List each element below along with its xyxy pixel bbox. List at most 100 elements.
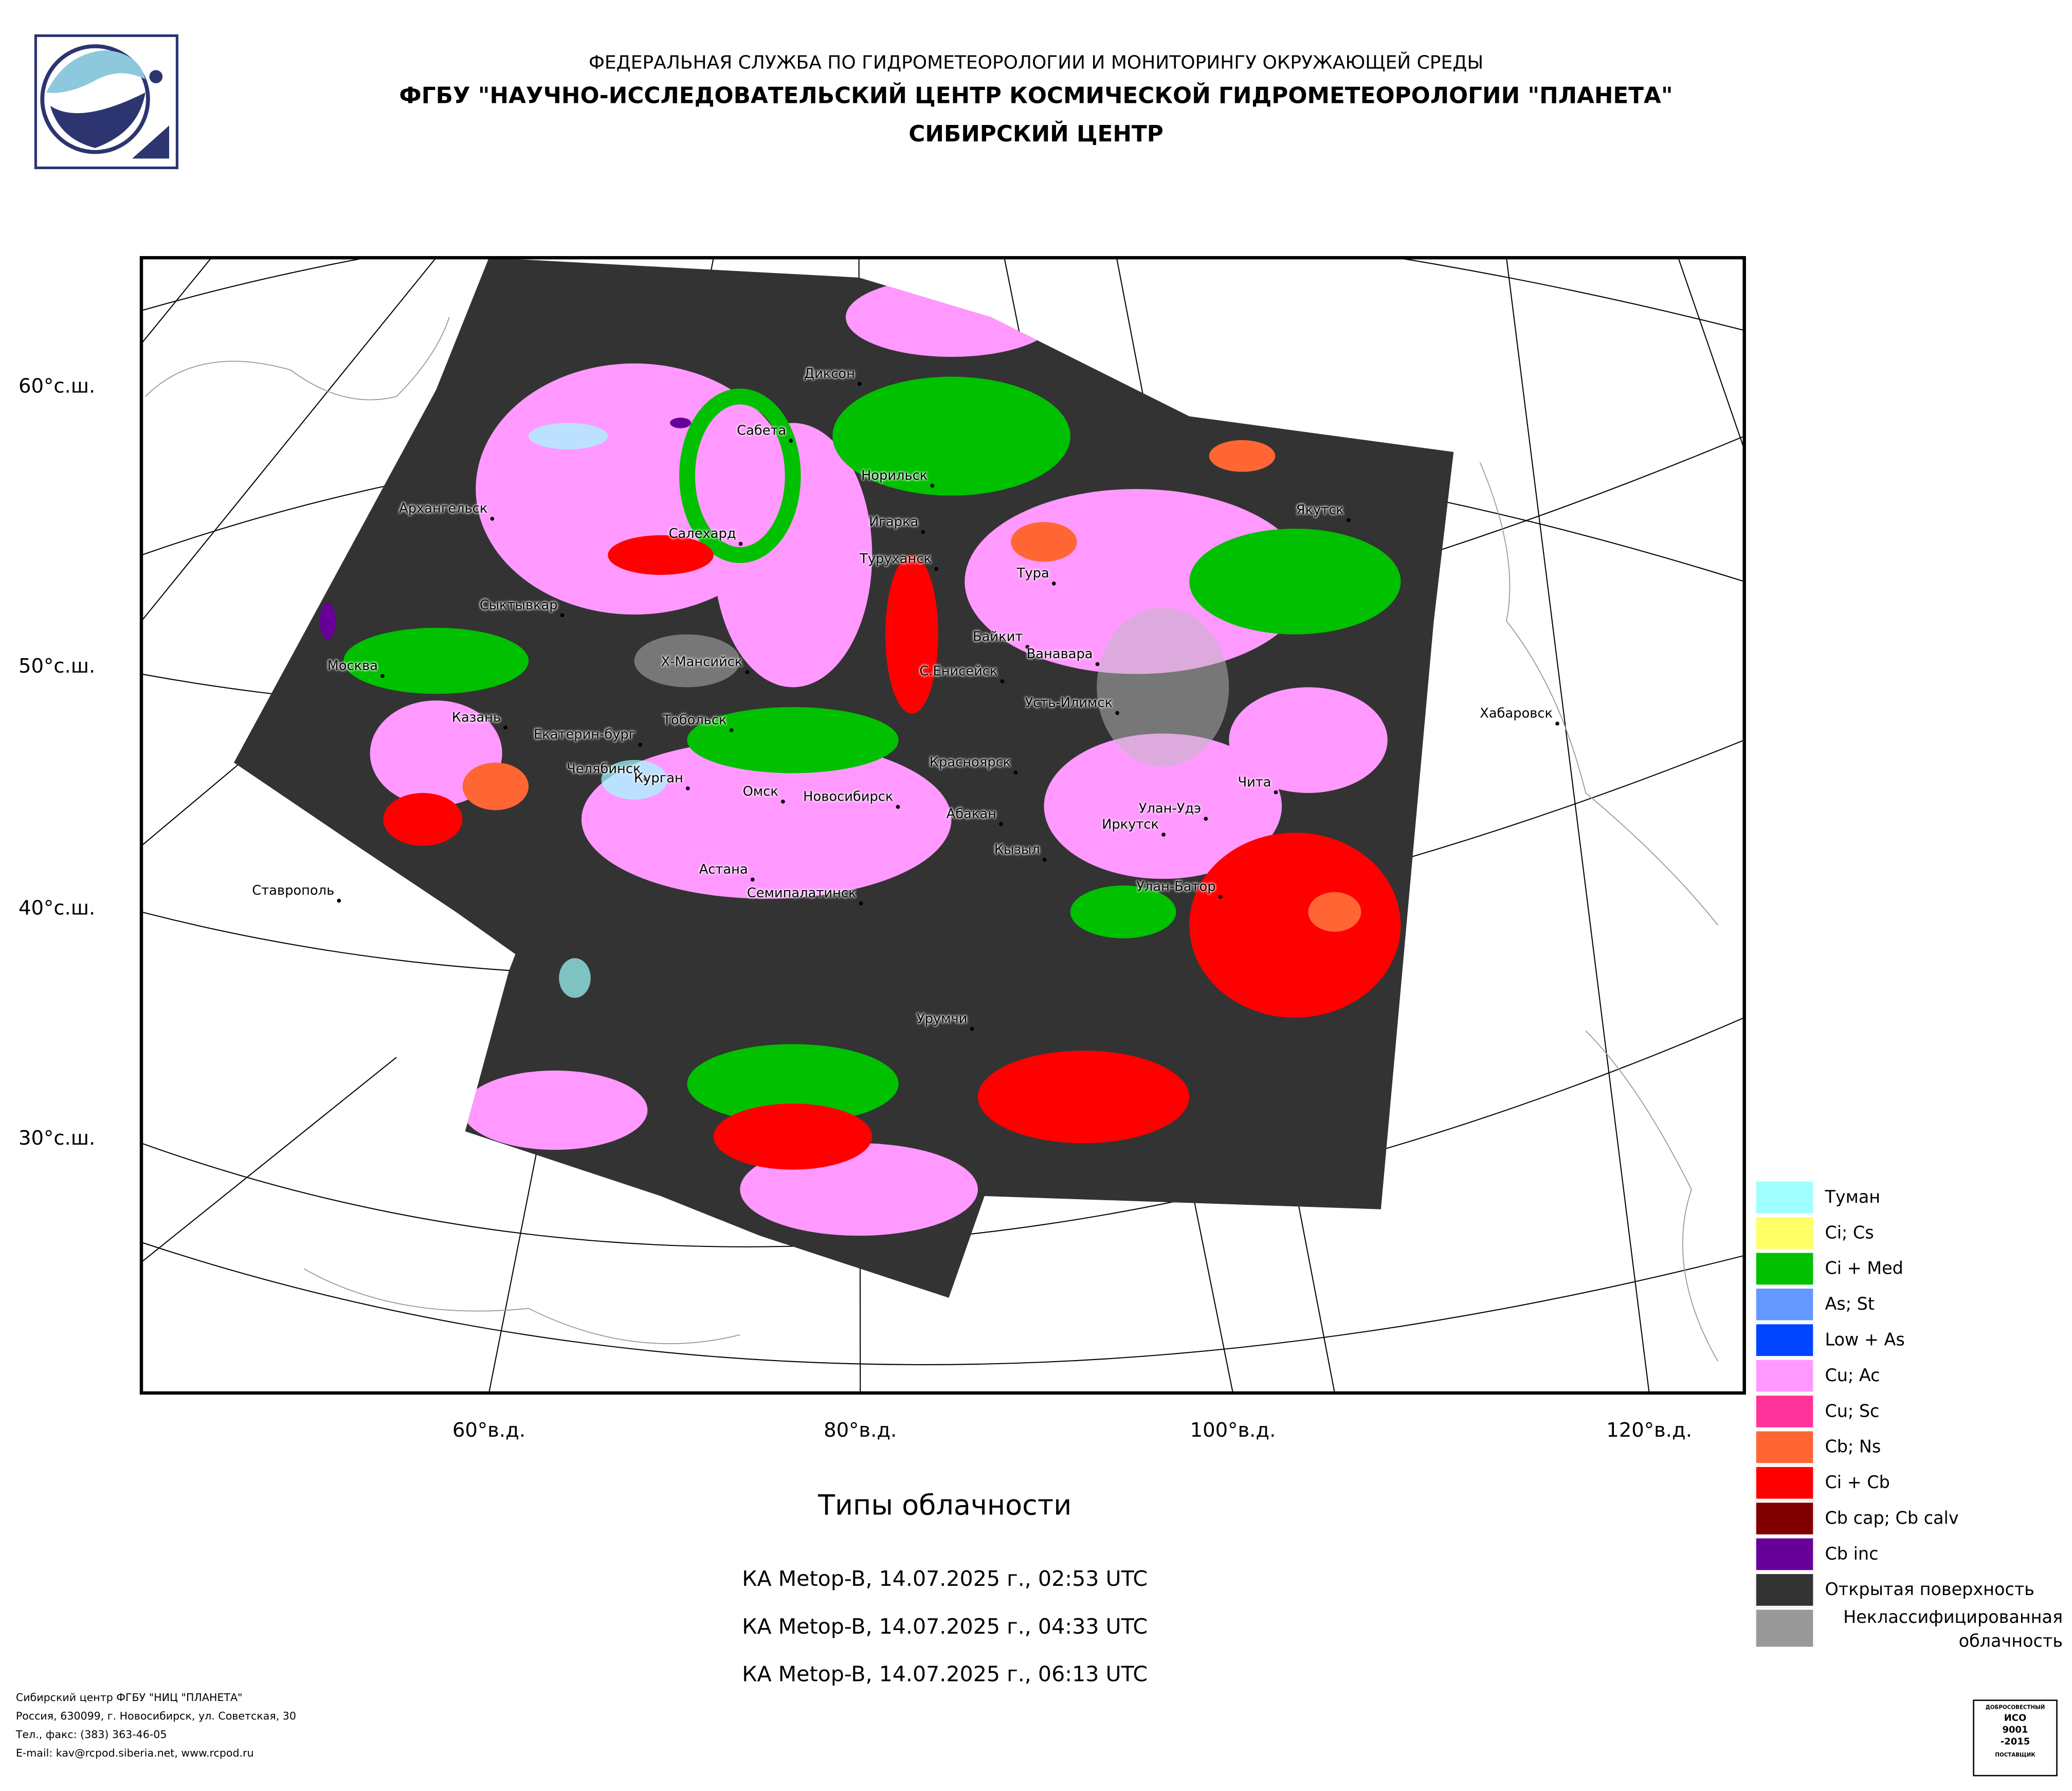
- city-label: Курган: [633, 771, 683, 787]
- city-dot: [559, 612, 564, 617]
- iso-badge: ДОБРОСОВЕСТНЫЙ ИСО 9001 -2015 ПОСТАВЩИК: [1973, 1699, 2058, 1777]
- city-label: Чита: [1238, 775, 1271, 790]
- header-agency: ФЕДЕРАЛЬНАЯ СЛУЖБА ПО ГИДРОМЕТЕОРОЛОГИИ …: [588, 52, 1484, 74]
- city-label: Москва: [327, 659, 378, 674]
- city-dot: [1013, 770, 1017, 774]
- city-label: Диксон: [804, 367, 855, 382]
- iso-bottom: ПОСТАВЩИК: [1995, 1751, 2035, 1758]
- city-label: Х-Мансийск: [661, 655, 743, 671]
- legend-label: As; St: [1825, 1295, 1875, 1315]
- city-label: Красноярск: [929, 756, 1011, 771]
- city-dot: [1217, 894, 1222, 898]
- latitude-label: 40°с.ш.: [18, 896, 96, 920]
- longitude-label: 100°в.д.: [1190, 1418, 1276, 1442]
- city-dot: [1114, 710, 1119, 715]
- legend-label: Cb inc: [1825, 1545, 1879, 1565]
- city-label: Хабаровск: [1480, 707, 1553, 722]
- city-dot: [685, 785, 689, 790]
- legend-label: Ci; Cs: [1825, 1224, 1874, 1244]
- city-label: Игарка: [869, 515, 919, 530]
- city-dot: [643, 776, 647, 781]
- legend-label: Cu; Ac: [1825, 1366, 1880, 1387]
- city-dot: [788, 438, 792, 442]
- legend-label: Ci + Cb: [1825, 1473, 1890, 1494]
- city-dot: [379, 673, 384, 678]
- iso-standard: ИСО: [2004, 1712, 2027, 1724]
- city-dot: [895, 804, 900, 808]
- city-dot: [920, 529, 924, 534]
- city-dot: [933, 566, 938, 571]
- legend-swatch: [1755, 1216, 1814, 1251]
- city-dot: [744, 669, 749, 674]
- legend-swatch: [1755, 1537, 1814, 1571]
- legend-swatch: [1755, 1501, 1814, 1536]
- city-label: Норильск: [861, 469, 928, 484]
- footer-line: E-mail: kav@rcpod.siberia.net, www.rcpod…: [15, 1747, 254, 1759]
- city-label: Туруханск: [860, 552, 932, 567]
- city-dot: [780, 799, 785, 803]
- latitude-label: 30°с.ш.: [18, 1126, 96, 1150]
- city-dot: [1095, 661, 1099, 666]
- iso-year: -2015: [2000, 1736, 2030, 1747]
- legend-swatch: [1755, 1572, 1814, 1607]
- city-dot: [1160, 831, 1165, 836]
- pass-line: КА Metop-B, 14.07.2025 г., 02:53 UTC: [742, 1566, 1148, 1591]
- legend-label: Туман: [1825, 1188, 1881, 1208]
- city-dot: [1051, 581, 1056, 585]
- city-dot: [969, 1026, 973, 1030]
- legend-swatch: [1755, 1466, 1814, 1500]
- caption-title: Типы облачности: [817, 1489, 1072, 1522]
- city-label: Абакан: [946, 807, 996, 822]
- city-dot: [638, 742, 642, 746]
- city-label: Сыктывкар: [479, 599, 558, 613]
- pass-line: КА Metop-B, 14.07.2025 г., 04:33 UTC: [742, 1614, 1148, 1639]
- footer-line: Тел., факс: (383) 363-46-05: [15, 1728, 167, 1741]
- city-dot: [489, 516, 494, 520]
- legend-label: Cb cap; Cb calv: [1825, 1509, 1959, 1529]
- city-label: Тура: [1016, 567, 1049, 582]
- city-dot: [729, 727, 733, 732]
- city-label: Урумчи: [916, 1012, 968, 1027]
- city-label: Омск: [742, 785, 778, 800]
- iso-number: 9001: [2002, 1725, 2028, 1735]
- legend-label: Ci + Med: [1825, 1259, 1903, 1279]
- city-dot: [1346, 517, 1350, 521]
- city-label: Ванавара: [1026, 647, 1093, 662]
- city-dot: [930, 483, 934, 487]
- legend-swatch: [1755, 1180, 1814, 1215]
- longitude-label: 60°в.д.: [452, 1418, 526, 1442]
- city-dot: [1273, 789, 1278, 794]
- city-dot: [750, 877, 754, 881]
- city-label: Екатерин-бург: [533, 728, 636, 743]
- city-label: Иркутск: [1102, 818, 1159, 833]
- longitude-label: 80°в.д.: [824, 1418, 897, 1442]
- city-label: Архангельск: [399, 502, 488, 517]
- pass-line: КА Metop-B, 14.07.2025 г., 06:13 UTC: [742, 1661, 1148, 1687]
- coastlines: [145, 317, 1719, 1362]
- cloud-image: [233, 258, 1454, 1298]
- legend-swatch: [1755, 1251, 1814, 1286]
- legend-label: Low + As: [1825, 1331, 1905, 1351]
- legend-swatch: [1755, 1608, 1814, 1649]
- city-dot: [336, 898, 340, 902]
- map-frame: [139, 256, 1746, 1395]
- city-label: Якутск: [1296, 503, 1344, 518]
- legend-swatch: [1755, 1430, 1814, 1464]
- city-dot: [857, 381, 861, 386]
- city-label: Улан-Удэ: [1138, 802, 1202, 817]
- legend-swatch: [1755, 1359, 1814, 1393]
- city-label: Сабета: [737, 424, 787, 439]
- city-label: Салехард: [668, 527, 736, 542]
- city-dot: [1042, 857, 1046, 861]
- city-dot: [998, 821, 1003, 826]
- longitude-label: 120°в.д.: [1606, 1418, 1692, 1442]
- city-dot: [1203, 816, 1207, 820]
- logo: [34, 34, 178, 169]
- city-label: Астана: [699, 863, 748, 878]
- legend-swatch: [1755, 1287, 1814, 1322]
- city-dot: [999, 678, 1004, 683]
- city-label: Тобольск: [663, 713, 727, 729]
- city-dot: [1025, 644, 1029, 648]
- legend-label: Cb; Ns: [1825, 1438, 1881, 1458]
